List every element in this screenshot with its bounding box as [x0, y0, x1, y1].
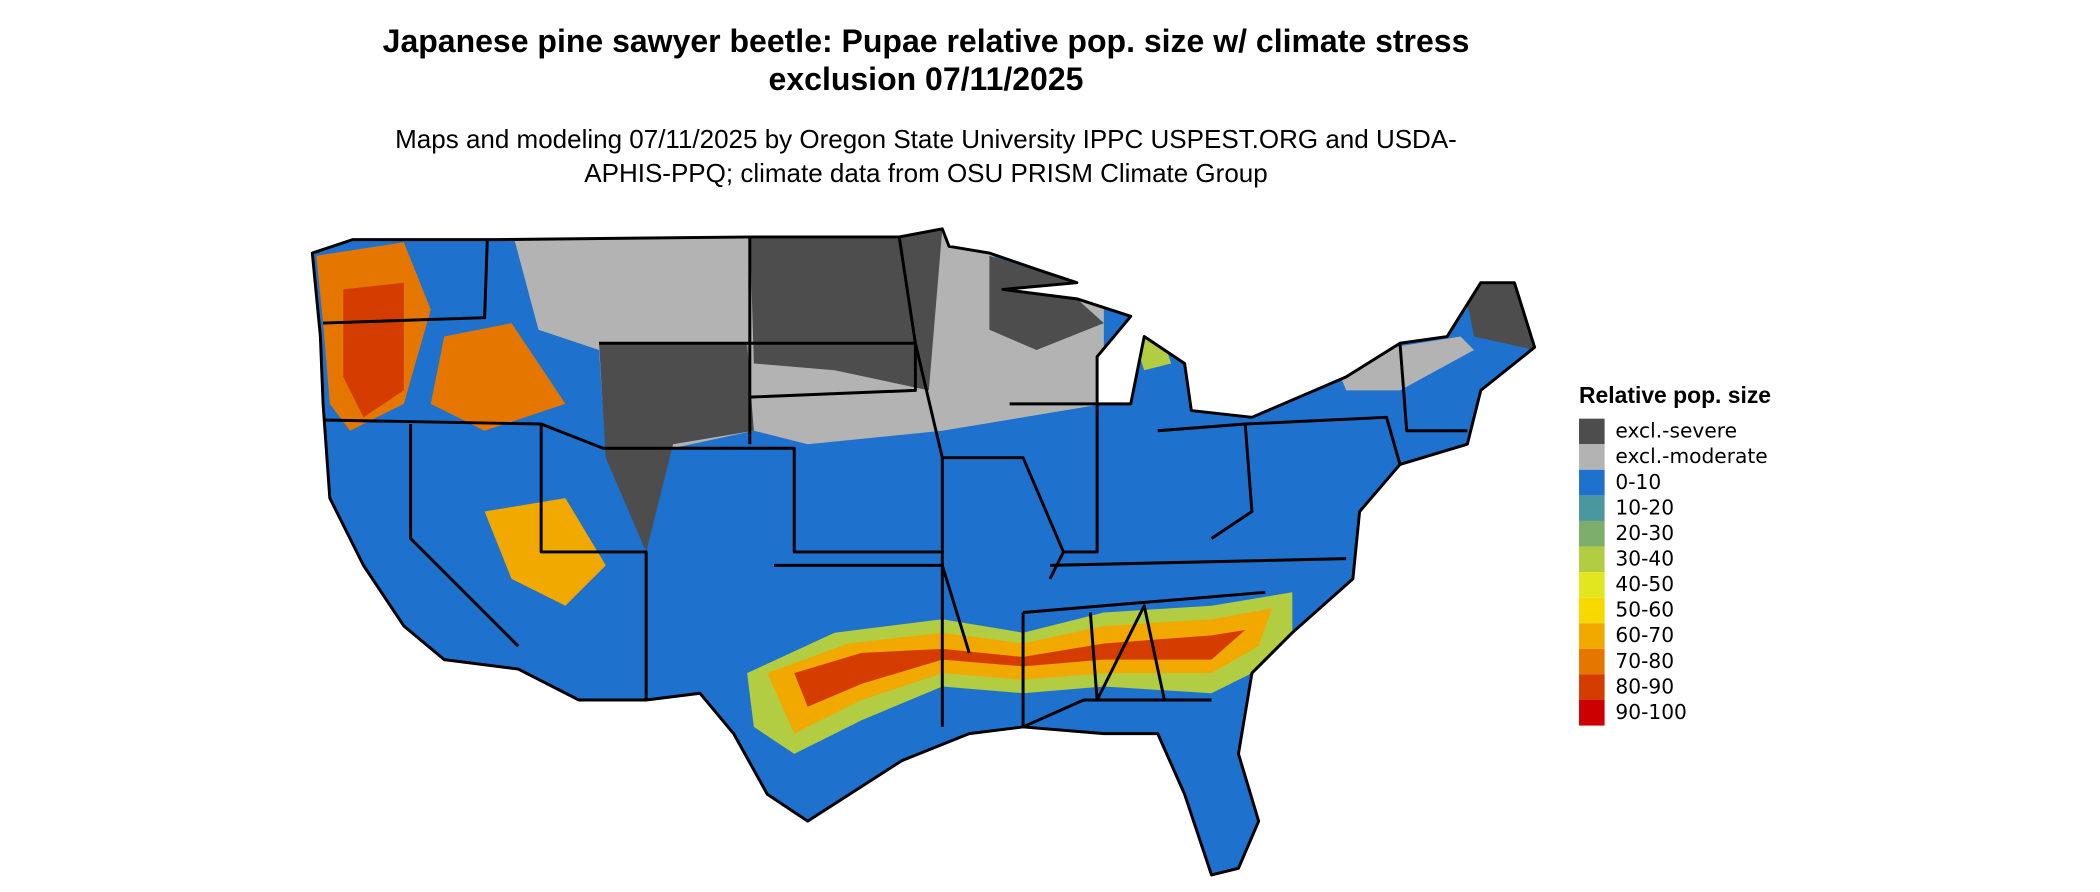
region	[767, 608, 1273, 734]
legend-swatch	[1579, 418, 1605, 445]
legend-swatch	[1579, 546, 1605, 573]
state-border	[539, 424, 648, 700]
state-border	[1009, 402, 1099, 554]
state-borders	[310, 227, 1537, 877]
legend-label: 20-30	[1615, 521, 1674, 545]
legend-label: 10-20	[1615, 495, 1674, 519]
legend-swatch	[1579, 648, 1605, 675]
state-border	[1157, 422, 1254, 540]
state-border	[1022, 590, 1266, 614]
legend-title: Relative pop. size	[1579, 382, 1771, 408]
region	[599, 343, 754, 552]
legend-label: 0-10	[1615, 470, 1661, 494]
legend-label: excl.-moderate	[1615, 444, 1767, 468]
state-border	[409, 424, 520, 648]
legend-swatch	[1579, 699, 1605, 726]
region	[989, 255, 1104, 350]
legend-label: 70-80	[1615, 649, 1674, 673]
map-subtitle: Maps and modeling 07/11/2025 by Oregon S…	[395, 124, 1457, 188]
legend-swatch	[1579, 597, 1605, 624]
region	[1332, 336, 1475, 391]
region	[794, 629, 1246, 707]
legend-label: 60-70	[1615, 623, 1674, 647]
map-title: Japanese pine sawyer beetle: Pupae relat…	[382, 23, 1470, 97]
legend: excl.-severeexcl.-moderate0-1010-2020-30…	[1579, 419, 1768, 726]
legend-swatch	[1579, 444, 1605, 470]
state-border	[1021, 612, 1212, 729]
legend-swatch	[1579, 520, 1605, 547]
legend-swatch	[1579, 572, 1605, 598]
region	[1130, 323, 1172, 371]
legend-label: 50-60	[1615, 598, 1674, 622]
legend-label: excl.-severe	[1615, 419, 1737, 443]
state-border	[774, 563, 971, 654]
legend-swatch	[1579, 623, 1605, 649]
region	[749, 228, 943, 391]
state-border	[1049, 557, 1347, 567]
region	[430, 323, 566, 431]
legend-label: 30-40	[1615, 546, 1674, 570]
legend-label: 90-100	[1615, 700, 1687, 724]
legend-swatch	[1579, 469, 1605, 496]
region	[343, 282, 404, 418]
legend-swatch	[1579, 495, 1605, 521]
legend-label: 40-50	[1615, 572, 1674, 596]
state-border	[1088, 604, 1166, 702]
state-border	[1245, 415, 1402, 465]
state-border	[323, 239, 489, 325]
legend-swatch	[1579, 674, 1605, 700]
legend-label: 80-90	[1615, 674, 1674, 698]
state-border	[897, 236, 944, 552]
state-border	[1398, 343, 1468, 433]
